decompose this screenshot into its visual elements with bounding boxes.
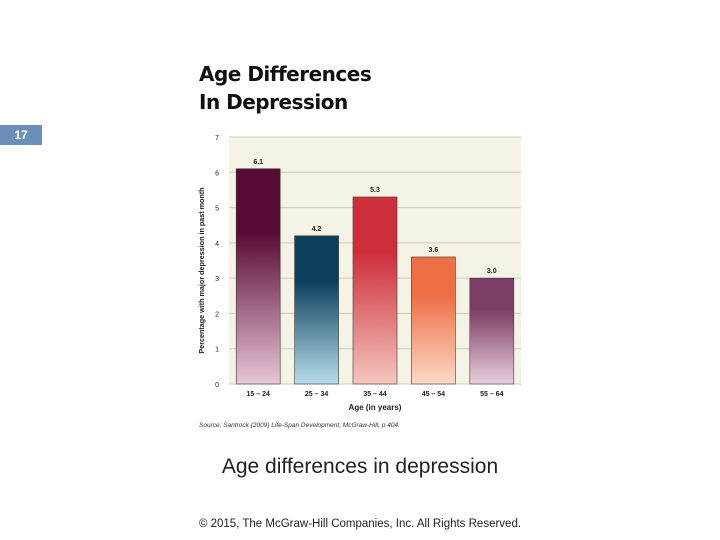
bar-value-label: 5.3 bbox=[370, 187, 380, 194]
y-tick-label: 6 bbox=[215, 170, 219, 177]
slide-number: 17 bbox=[0, 125, 42, 145]
bar bbox=[235, 168, 281, 385]
y-tick-label: 4 bbox=[215, 241, 219, 248]
x-tick-label: 55 – 64 bbox=[480, 391, 503, 398]
y-tick-label: 3 bbox=[215, 276, 219, 283]
source-note: Source: Santrock (2009) Life-Span Develo… bbox=[199, 422, 400, 429]
x-tick-label: 35 – 44 bbox=[363, 391, 386, 398]
figure-title: Age Differences In Depression bbox=[199, 60, 372, 116]
bar bbox=[469, 277, 515, 385]
y-axis-label: Percentage with major depression in past… bbox=[197, 187, 206, 353]
y-tick-label: 5 bbox=[215, 206, 219, 213]
copyright-notice: © 2015, The McGraw-Hill Companies, Inc. … bbox=[0, 518, 720, 530]
y-tick-label: 0 bbox=[215, 382, 219, 389]
bar bbox=[352, 196, 398, 385]
bar-value-label: 6.1 bbox=[253, 159, 263, 166]
bar-value-label: 3.6 bbox=[429, 247, 439, 254]
y-tick-label: 1 bbox=[215, 347, 219, 354]
x-axis-label: Age (in years) bbox=[349, 403, 402, 412]
x-tick-label: 15 – 24 bbox=[247, 391, 270, 398]
x-tick-label: 25 – 34 bbox=[305, 391, 328, 398]
bar bbox=[411, 256, 456, 385]
slide-caption: Age differences in depression bbox=[0, 455, 720, 479]
figure-title-line-2: In Depression bbox=[199, 90, 348, 114]
x-tick-label: 45 – 54 bbox=[422, 391, 445, 398]
y-tick-label: 2 bbox=[215, 311, 219, 318]
bar-value-label: 3.0 bbox=[487, 268, 497, 275]
bar-chart: 0 1 2 3 4 5 6 7 6.1 15 – 24 4.2 25 – 34 5.3 35 – 44 3.… bbox=[197, 135, 521, 412]
slide-caption-text: Age differences in depression bbox=[221, 455, 499, 478]
copyright-text: © 2015, The McGraw-Hill Companies, Inc. … bbox=[198, 518, 522, 530]
bar bbox=[294, 235, 339, 385]
bar-value-label: 4.2 bbox=[312, 226, 322, 233]
y-tick-label: 7 bbox=[215, 135, 219, 142]
figure-title-line-1: Age Differences bbox=[199, 62, 372, 86]
